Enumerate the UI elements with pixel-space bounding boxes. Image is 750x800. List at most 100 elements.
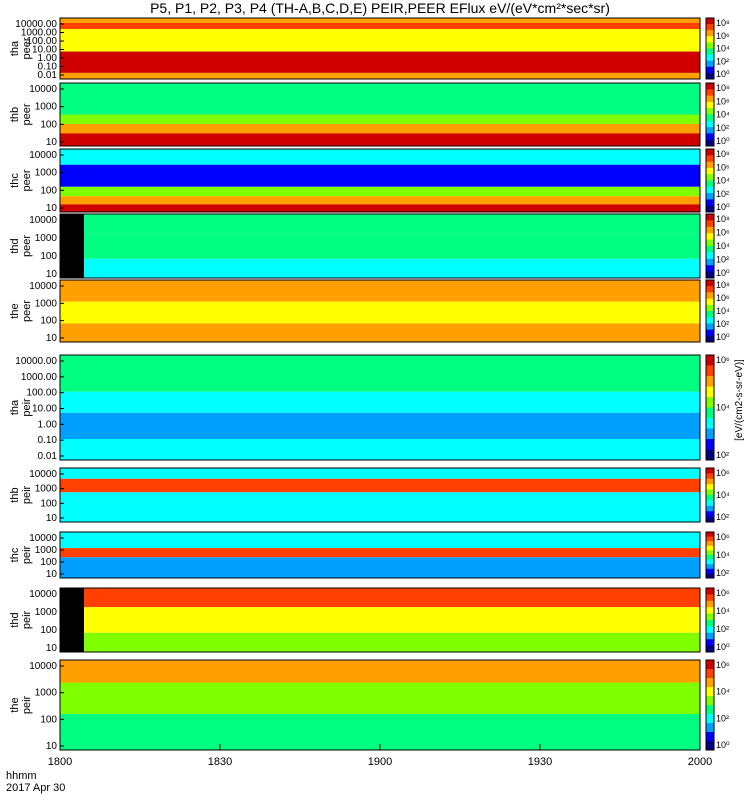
thd-peer-ytick: 10 [46,269,58,280]
the-peir-colorbar-segment [706,723,714,733]
thd-peer-colorbar-segment [706,258,714,266]
thb-peir-colorbar-segment [706,516,714,523]
thc-peir-band-2 [60,557,700,578]
the-peer-colorbar-segment [706,323,714,331]
the-peer-ytick: 100 [40,316,57,327]
thb-peir-colorbar-segment [706,484,714,491]
the-peir-colorbar-frame [705,659,715,751]
thd-peir-colorbar-frame [705,587,715,653]
thd-peir-data-gap [60,588,84,652]
thb-peir-ytick: 100 [40,498,57,509]
the-peer-colorbar-tick: 10⁸ [716,280,730,290]
thd-peir-band-1 [60,607,700,633]
tha-peir-band-1 [60,391,700,413]
thc-peer-ytick: 1000 [35,168,58,179]
tha-peer-ytick: 0.10 [38,62,58,73]
thc-peir-colorbar-segment [706,568,714,574]
tha-peer-colorbar-segment [706,24,714,31]
thb-peer-band-0 [60,83,700,115]
thc-peer-colorbar-segment [706,199,714,207]
thb-peir-band-1 [60,478,700,493]
thc-peer-band-3 [60,196,700,205]
thc-peer-colorbar-segment [706,180,714,188]
the-peir-colorbar-tick: 10⁶ [716,660,730,670]
tha-peir-ytick: 10000.00 [15,356,57,367]
tha-peer-ytick: 10000.00 [15,19,57,30]
thb-peir-colorbar-tick: 10⁶ [716,468,730,478]
thd-peer-colorbar-segment [706,265,714,273]
the-peir-colorbar-segment [706,714,714,724]
thb-peir-colorbar-tick: 10² [716,512,729,522]
tha-peer-ytick: 10.00 [32,45,57,56]
the-peir-colorbar-segment [706,741,714,751]
thd-peir-colorbar-tick: 10² [716,624,729,634]
tha-peer-colorbar-segment [706,18,714,25]
figure-title: P5, P1, P2, P3, P4 (TH-A,B,C,D,E) PEIR,P… [150,0,610,16]
thb-peer-colorbar-segment [706,114,714,122]
thc-peir-colorbar-tick: 10² [716,568,729,578]
thb-peer-band-3 [60,133,700,146]
thb-peir-colorbar-segment [706,473,714,480]
the-peer-colorbar-segment [706,292,714,300]
thc-peir-colorbar-segment [706,559,714,565]
thc-peir-colorbar-segment [706,545,714,551]
thc-peir-colorbar-tick: 10⁴ [716,550,730,560]
thb-peer-colorbar-tick: 10⁰ [716,136,730,146]
the-peir-band-1 [60,682,700,714]
x-tick-label: 1900 [368,756,392,768]
thb-peir-band-2 [60,492,700,501]
tha-peir-colorbar-tick: 10⁶ [716,355,730,365]
tha-peir-ytick: 0.10 [38,435,58,446]
thb-peir-ytick: 10 [46,513,58,524]
thb-peir-label-probe: thb [9,487,21,502]
thd-peir-colorbar-segment [706,632,714,640]
tha-peer-band-3 [60,51,700,73]
thd-peir-colorbar-segment [706,613,714,621]
thc-peer-band-2 [60,186,700,197]
thd-peir-colorbar-segment [706,639,714,647]
thc-peer-colorbar-segment [706,149,714,156]
the-peer-colorbar-tick: 10⁶ [716,293,730,303]
the-peer-colorbar-segment [706,298,714,306]
tha-peer-colorbar-tick: 10⁴ [716,44,730,54]
thb-peer-band-2 [60,123,700,134]
tha-peer-colorbar-segment [706,54,714,62]
tha-peer-frame [59,17,701,80]
the-peer-colorbar-frame [705,279,715,343]
thb-peir-colorbar-segment [706,511,714,518]
thd-peir-colorbar-tick: 10⁴ [716,606,730,616]
the-peer-band-2 [60,323,700,342]
thc-peir-ytick: 1000 [35,545,58,556]
tha-peir-colorbar-segment [706,355,714,366]
thd-peir-frame [59,587,701,653]
thb-peir-colorbar-frame [705,467,715,523]
tha-peer-colorbar-segment [706,66,714,74]
the-peir-colorbar-segment [706,669,714,679]
tha-peir-frame [59,354,701,461]
the-peer-colorbar-segment [706,329,714,337]
thb-peer-ytick: 100 [40,119,57,130]
tha-peer-ytick: 0.01 [38,70,58,81]
tha-peir-label-type: peir [21,398,33,417]
thb-peer-band-1 [60,114,700,124]
tha-peer-ytick: 100.00 [26,36,57,47]
thc-peer-colorbar-segment [706,155,714,163]
tha-peer-colorbar-tick: 10² [716,56,729,66]
the-peir-ytick: 100 [40,714,57,725]
thd-peer-colorbar-tick: 10² [716,255,729,265]
thc-peer-colorbar-segment [706,174,714,181]
thd-peir-colorbar-segment [706,600,714,608]
the-peir-label-probe: the [9,697,21,712]
thd-peir-colorbar-tick: 10⁰ [716,642,730,652]
time-axis-format-label: hhmm [6,770,37,782]
thd-peir-colorbar-segment [706,594,714,602]
thb-peir-colorbar-segment [706,505,714,512]
x-tick-label: 1830 [208,756,232,768]
thd-peir-colorbar-segment [706,607,714,615]
tha-peer-colorbar-tick: 10⁰ [716,69,730,79]
thb-peer-colorbar-tick: 10² [716,123,729,133]
the-peir-colorbar-segment [706,705,714,715]
the-peer-colorbar-segment [706,335,714,343]
tha-peir-ytick: 100.00 [26,388,57,399]
thb-peer-frame [59,82,701,147]
